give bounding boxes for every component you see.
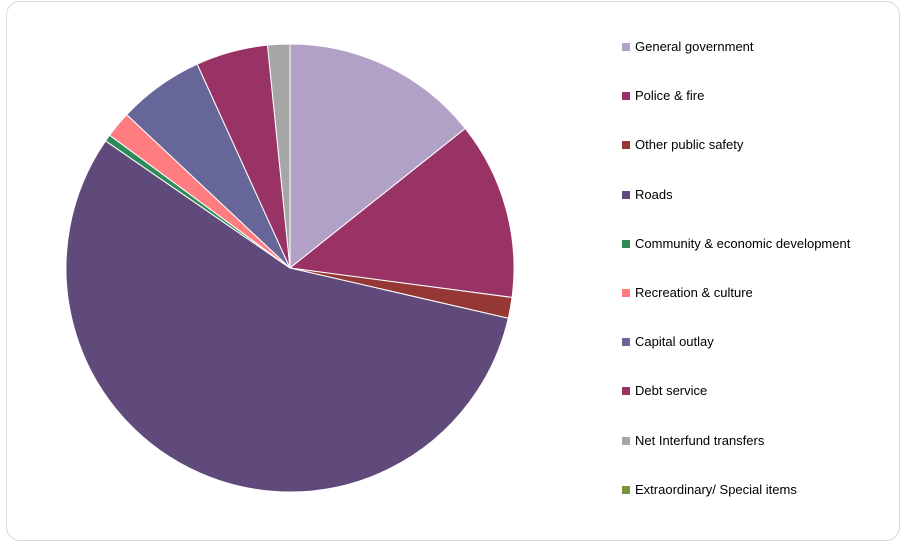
pie-slice-roads: [65, 140, 509, 493]
pie-slice-net-interfund-transfers: [266, 43, 291, 269]
legend-swatch: [622, 338, 630, 347]
legend-swatch: [622, 289, 630, 297]
legend-swatch: [622, 141, 630, 150]
legend-label: Capital outlay: [635, 334, 714, 350]
legend-label: Net Interfund transfers: [635, 432, 765, 448]
legend-swatch: [622, 485, 630, 494]
legend-swatch: [622, 190, 630, 199]
legend-label: Debt service: [635, 383, 708, 399]
legend-swatch: [622, 436, 630, 445]
pie-slice-police-fire: [288, 127, 515, 299]
legend-swatch: [622, 387, 630, 396]
legend-label: Other public safety: [635, 137, 744, 153]
legend-label: Extraordinary/ Special items: [635, 481, 797, 497]
legend-label: Recreation & culture: [635, 285, 753, 300]
legend-swatch: [622, 43, 630, 51]
legend-label: Community & economic development: [635, 235, 851, 251]
legend-label: General government: [635, 39, 754, 54]
legend-label: Police & fire: [635, 88, 705, 104]
legend-swatch: [622, 239, 630, 248]
legend-label: Roads: [635, 186, 673, 202]
pie-slice-general-government: [289, 43, 466, 270]
legend-swatch: [622, 92, 630, 101]
